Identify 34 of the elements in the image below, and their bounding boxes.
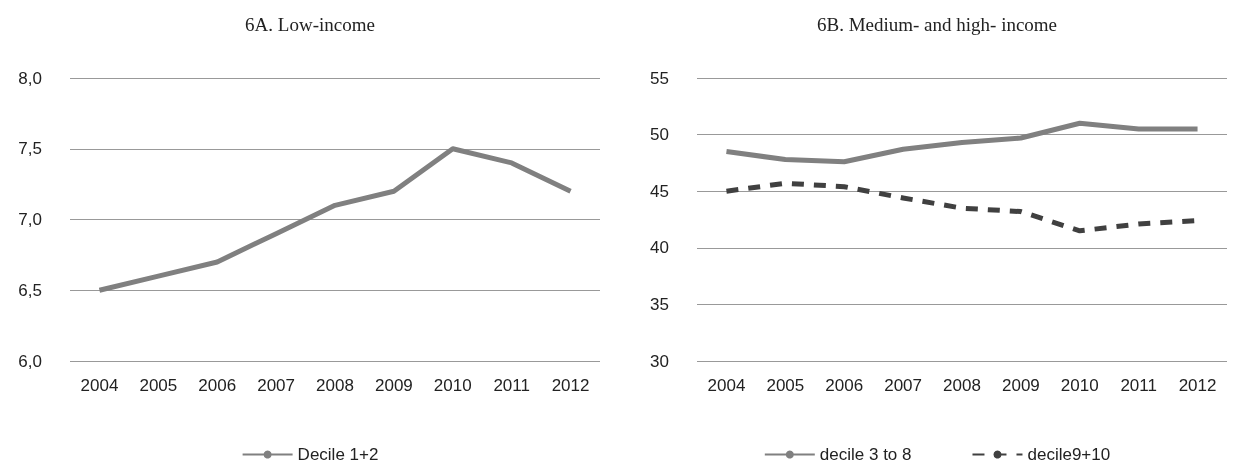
y-tick-label: 40	[650, 238, 669, 258]
y-tick-label: 55	[650, 68, 669, 88]
x-tick-label: 2007	[884, 376, 923, 395]
x-tick-label: 2007	[257, 376, 296, 395]
x-tick-label: 2005	[766, 376, 805, 395]
y-tick-label: 8,0	[18, 68, 42, 88]
legend-label: decile 3 to 8	[819, 445, 912, 464]
x-tick-label: 2006	[198, 376, 237, 395]
y-tick-label: 6,0	[18, 351, 42, 371]
x-tick-label: 2004	[707, 376, 746, 395]
chart-title: 6B. Medium- and high- income	[816, 14, 1058, 35]
legend-label: Decile 1+2	[297, 445, 379, 464]
x-tick-label: 2011	[493, 376, 530, 395]
y-tick-label: 45	[650, 181, 669, 201]
y-tick-label: 50	[650, 125, 669, 145]
chart-title: 6A. Low-income	[245, 14, 375, 35]
x-tick-label: 2004	[80, 376, 119, 395]
x-tick-label: 2008	[943, 376, 981, 395]
legend-label: decile9+10	[1027, 445, 1111, 464]
x-tick-label: 2012	[1178, 376, 1217, 395]
x-tick-label: 2012	[551, 376, 590, 395]
x-tick-label: 2009	[374, 376, 413, 395]
y-tick-label: 30	[650, 351, 669, 371]
x-tick-label: 2010	[433, 376, 472, 395]
y-tick-label: 7,0	[18, 210, 42, 229]
x-tick-label: 2009	[1001, 376, 1040, 395]
y-tick-label: 7,5	[18, 139, 42, 159]
x-tick-label: 2005	[139, 376, 178, 395]
x-tick-label: 2011	[1120, 376, 1157, 395]
x-tick-label: 2006	[825, 376, 864, 395]
x-tick-label: 2008	[316, 376, 354, 395]
x-tick-label: 2010	[1060, 376, 1099, 395]
y-tick-label: 35	[650, 294, 669, 314]
y-tick-label: 6,5	[18, 280, 42, 300]
